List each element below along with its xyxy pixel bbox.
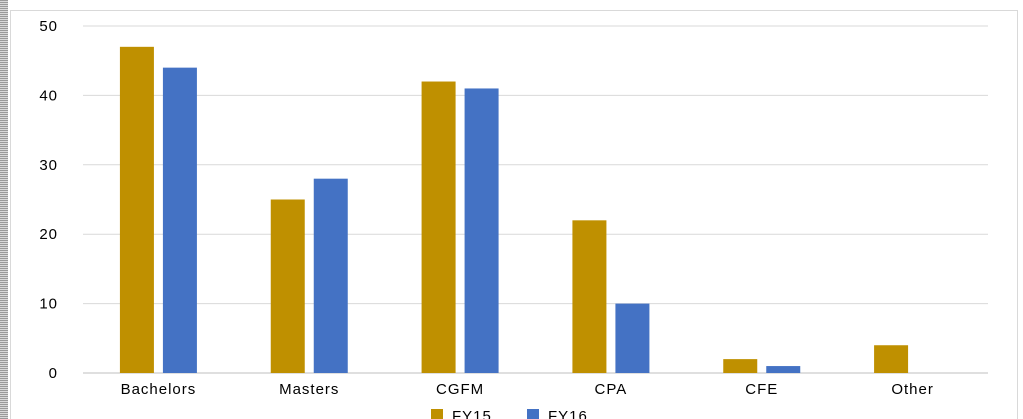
legend-label-fy15: FY15 — [452, 408, 492, 419]
left-edge-texture — [0, 0, 8, 419]
x-axis-ticks: Bachelors Masters CGFM CPA CFE Other — [121, 381, 934, 398]
bars — [119, 46, 909, 374]
bar-fy15-cfe — [723, 359, 758, 373]
legend-swatch-fy16 — [527, 409, 539, 419]
y-tick-label: 40 — [39, 87, 58, 104]
x-tick-label: CFE — [745, 381, 778, 398]
bar-fy15-other — [874, 345, 909, 373]
bar-fy15-cgfm — [421, 81, 456, 374]
y-tick-label: 50 — [39, 18, 58, 35]
y-tick-label: 0 — [49, 365, 58, 382]
legend-label-fy16: FY16 — [548, 408, 588, 419]
legend-swatch-fy15 — [431, 409, 443, 419]
y-axis-ticks: 0 10 20 30 40 50 — [39, 18, 58, 382]
bar-fy15-bachelors — [119, 46, 154, 373]
x-tick-label: Bachelors — [121, 381, 197, 398]
bar-fy16-cfe — [766, 366, 801, 373]
x-tick-label: CGFM — [436, 381, 484, 398]
y-tick-label: 20 — [39, 226, 58, 243]
bar-fy16-cgfm — [464, 88, 499, 374]
x-tick-label: Other — [891, 381, 934, 398]
y-tick-label: 30 — [39, 157, 58, 174]
bar-fy15-masters — [270, 199, 305, 373]
x-tick-label: CPA — [595, 381, 628, 398]
legend: FY15 FY16 — [431, 408, 588, 419]
bar-fy15-cpa — [572, 220, 607, 373]
gridlines — [83, 25, 988, 374]
bar-fy16-bachelors — [162, 67, 197, 373]
bar-fy16-masters — [313, 178, 348, 373]
chart-border — [10, 10, 1018, 419]
bar-fy16-cpa — [615, 303, 650, 373]
y-tick-label: 10 — [39, 296, 58, 313]
x-tick-label: Masters — [279, 381, 339, 398]
